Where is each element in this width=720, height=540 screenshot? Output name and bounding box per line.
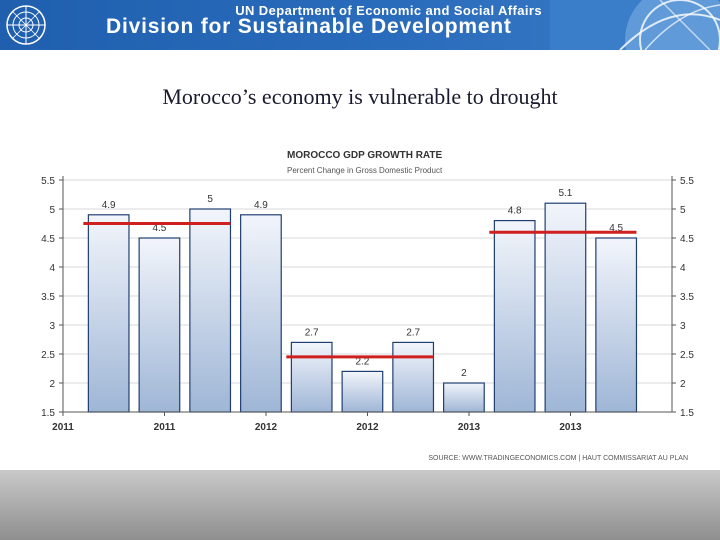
y-tick-label: 3 (49, 321, 55, 332)
bar (87, 214, 130, 413)
y-tick-label: 2 (49, 379, 55, 390)
chart-subtitle: Percent Change in Gross Domestic Product (287, 166, 443, 175)
value-label: 4.5 (152, 223, 166, 234)
value-label: 5 (207, 194, 213, 205)
bar (341, 370, 384, 413)
value-label: 2.7 (406, 327, 420, 338)
slide-title: Morocco’s economy is vulnerable to droug… (162, 84, 558, 109)
y-tick-label: 5.5 (680, 176, 694, 187)
bars (87, 202, 638, 413)
x-tick-label: 2011 (154, 422, 176, 433)
value-labels: 4.9 4.5 5 4.9 2.7 2.2 2.7 2 4.8 5.1 4.5 (102, 188, 624, 379)
y-tick-label: 2.5 (680, 350, 694, 361)
bar (189, 208, 232, 413)
bar (493, 219, 536, 413)
y-tick-label: 4 (680, 263, 686, 274)
average-lines (83, 222, 637, 359)
x-tick-label: 2012 (255, 422, 278, 433)
chart-source: SOURCE: WWW.TRADINGECONOMICS.COM | HAUT … (428, 455, 688, 462)
y-tick-label: 2.5 (41, 350, 55, 361)
gdp-growth-chart: MOROCCO GDP GROWTH RATE Percent Change i… (0, 140, 720, 470)
y-tick-label: 3.5 (680, 292, 694, 303)
y-tick-label: 3 (680, 321, 686, 332)
y-tick-label: 1.5 (680, 408, 694, 419)
value-label: 4.5 (609, 223, 623, 234)
department-name: UN Department of Economic and Social Aff… (235, 3, 542, 18)
footer-bar (0, 470, 720, 540)
bar (240, 214, 282, 413)
value-label: 4.8 (508, 206, 522, 217)
bar (392, 341, 435, 413)
bar (443, 382, 485, 413)
value-label: 5.1 (558, 188, 572, 199)
y-tick-label: 5.5 (41, 176, 55, 187)
y-tick-label: 1.5 (41, 408, 55, 419)
bar (290, 341, 333, 413)
x-axis: 2011 2011 2012 2012 2013 2013 (52, 411, 672, 433)
y-tick-label: 4 (49, 263, 55, 274)
header-banner: UN Department of Economic and Social Aff… (0, 0, 720, 50)
un-emblem-icon (6, 5, 46, 45)
x-tick-label: 2013 (559, 422, 582, 433)
y-axis-left: 1.5 2 2.5 3 3.5 4 4.5 5 5.5 (41, 176, 64, 419)
y-axis-right: 1.5 2 2.5 3 3.5 4 4.5 5 5.5 (671, 176, 694, 419)
chart-svg: MOROCCO GDP GROWTH RATE Percent Change i… (41, 150, 694, 462)
y-tick-label: 3.5 (41, 292, 55, 303)
bar (544, 202, 587, 413)
y-tick-label: 2 (680, 379, 686, 390)
y-tick-label: 4.5 (41, 234, 55, 245)
bar (138, 237, 181, 413)
division-name: Division for Sustainable Development (106, 15, 512, 38)
value-label: 2.7 (305, 327, 319, 338)
value-label: 2.2 (355, 356, 369, 367)
y-tick-label: 5 (680, 205, 686, 216)
y-tick-label: 4.5 (680, 234, 694, 245)
y-tick-label: 5 (49, 205, 55, 216)
x-tick-label: 2012 (356, 422, 379, 433)
value-label: 4.9 (102, 200, 116, 211)
bar (595, 237, 638, 413)
x-tick-label: 2011 (52, 422, 74, 433)
value-label: 4.9 (254, 200, 268, 211)
x-tick-label: 2013 (458, 422, 481, 433)
globe-graphic-icon (550, 0, 720, 50)
chart-title: MOROCCO GDP GROWTH RATE (287, 150, 443, 161)
value-label: 2 (461, 368, 467, 379)
